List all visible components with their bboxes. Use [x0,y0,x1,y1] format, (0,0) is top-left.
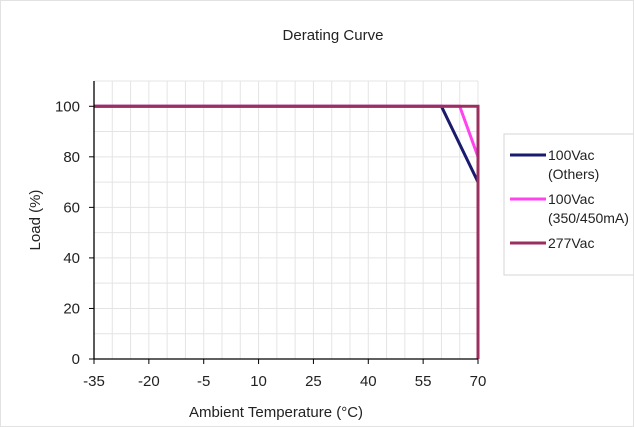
tick-labels: -35 -20 -5 10 25 40 55 70 0 20 40 60 80 100 [55,98,486,390]
y-tick-label: 100 [55,98,80,115]
chart-title: Derating Curve [283,27,384,44]
y-tick-label: 20 [63,300,80,317]
x-tick-label: 55 [415,373,432,390]
x-tick-label: 40 [360,373,377,390]
y-tick-label: 80 [63,149,80,166]
x-tick-label: -5 [197,373,210,390]
legend: 100Vac (Others) 100Vac (350/450mA) 277Vac [503,133,633,276]
y-tick-label: 60 [63,199,80,216]
legend-label: (350/450mA) [548,210,629,226]
grid [93,80,479,360]
legend-label: 100Vac [548,191,594,207]
x-axis-label: Ambient Temperature (°C) [189,404,363,421]
y-tick-label: 0 [72,351,80,368]
legend-item: 100Vac (350/450mA) [510,191,629,226]
legend-label: (Others) [548,166,599,182]
x-tick-label: -35 [83,373,105,390]
axes [89,81,479,364]
x-tick-label: 70 [470,373,487,390]
legend-item: 277Vac [510,235,594,251]
y-tick-label: 40 [63,250,80,267]
legend-box [503,133,633,276]
x-tick-label: 10 [250,373,267,390]
y-axis-label: Load (%) [27,190,44,251]
legend-item: 100Vac (Others) [510,147,599,182]
series-line [94,104,480,359]
legend-label: 277Vac [548,235,594,251]
legend-label: 100Vac [548,147,594,163]
x-tick-label: 25 [305,373,322,390]
x-tick-label: -20 [138,373,160,390]
series-lines [94,104,480,359]
